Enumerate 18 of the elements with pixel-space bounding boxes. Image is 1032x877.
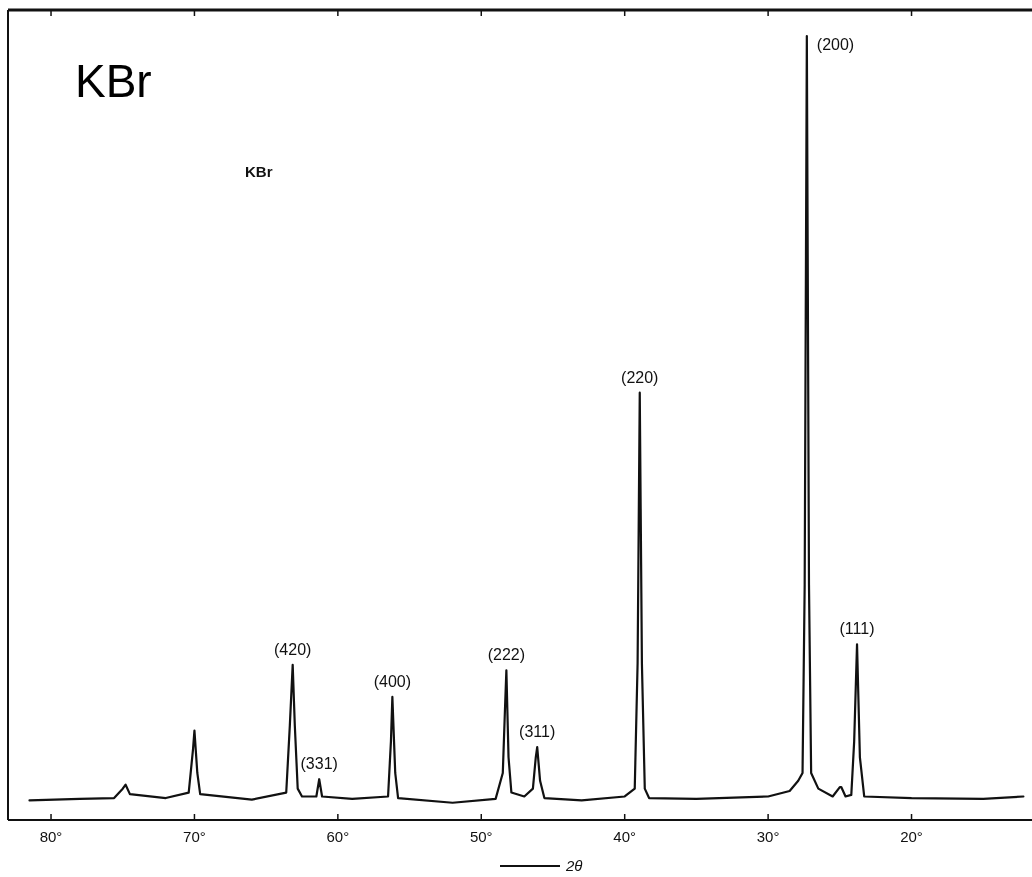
annotation: (400) bbox=[373, 672, 412, 690]
annotation: (222) bbox=[487, 646, 526, 664]
x-tick-label: 20° bbox=[900, 828, 923, 845]
chart-title: KBr bbox=[75, 55, 152, 107]
x-tick-label: 60° bbox=[326, 828, 350, 845]
annotation: (420) bbox=[274, 640, 312, 658]
x-tick-label: 70° bbox=[183, 828, 206, 845]
x-tick-label: 40° bbox=[613, 828, 637, 845]
x-axis-title: 2θ bbox=[565, 857, 583, 874]
x-tick-label: 30° bbox=[756, 828, 780, 845]
annotation: (220) bbox=[621, 368, 659, 386]
annotation: KBr bbox=[245, 163, 273, 180]
x-tick-label: 50° bbox=[469, 828, 493, 845]
x-tick-label: 80° bbox=[39, 828, 63, 845]
annotation: (331) bbox=[300, 755, 338, 773]
annotation: (111) bbox=[839, 620, 875, 638]
annotation: (200) bbox=[816, 36, 855, 53]
annotation: (311) bbox=[519, 723, 556, 741]
